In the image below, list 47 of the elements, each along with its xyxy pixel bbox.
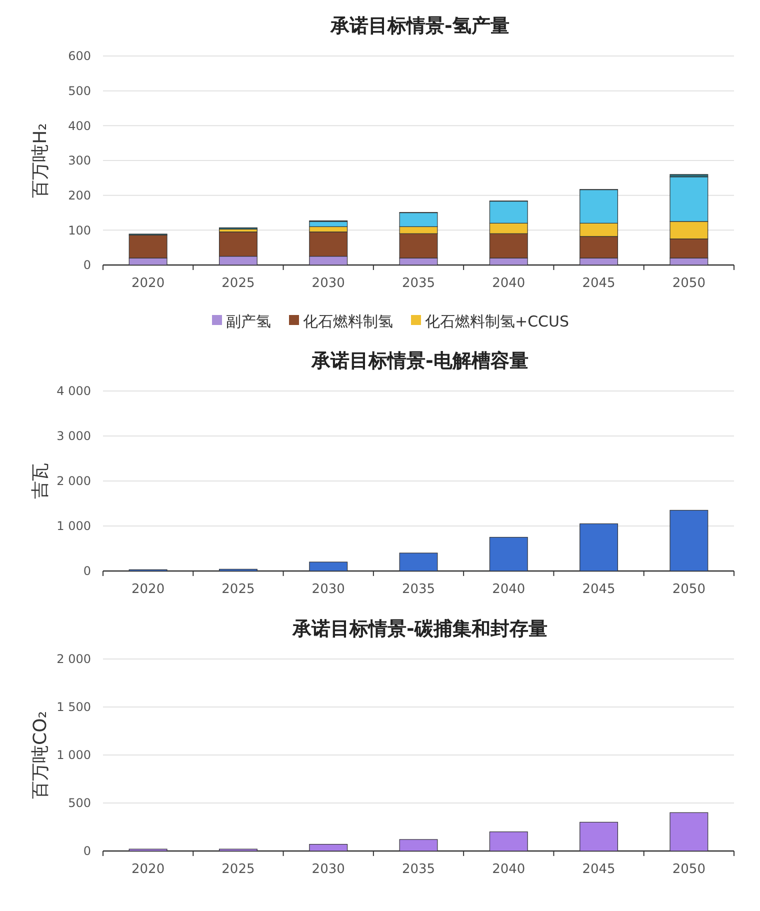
x-tick-label: 2045 [582, 582, 616, 597]
chart-title: 承诺目标情景-氢产量 [330, 15, 510, 37]
x-tick-label: 2035 [402, 582, 436, 597]
chart-title: 承诺目标情景-碳捕集和封存量 [292, 618, 548, 640]
y-tick-label: 0 [83, 258, 91, 272]
y-tick-label: 100 [68, 223, 91, 238]
y-tick-label: 1 000 [56, 748, 91, 762]
y-tick-label: 2 000 [56, 652, 91, 666]
y-tick-label: 0 [83, 564, 91, 578]
chart-title: 承诺目标情景-电解槽容量 [310, 350, 528, 372]
y-tick-label: 300 [68, 154, 91, 168]
x-tick-label: 2020 [132, 582, 165, 597]
y-tick-label: 1 000 [56, 519, 91, 534]
y-tick-label: 500 [68, 84, 91, 98]
y-axis-title: 百万吨CO₂ [30, 711, 51, 799]
legend-label: 化石燃料制氢 [303, 312, 393, 330]
y-tick-label: 1 500 [56, 700, 91, 714]
x-tick-label: 2050 [672, 582, 706, 597]
x-tick-label: 2030 [312, 276, 345, 291]
x-tick-label: 2040 [492, 862, 526, 877]
y-axis-title: 百万吨H₂ [30, 123, 51, 198]
x-tick-label: 2025 [222, 276, 255, 291]
legend-label: 化石燃料制氢+CCUS [425, 312, 570, 330]
x-tick-label: 2030 [312, 862, 345, 877]
x-tick-label: 2045 [582, 862, 616, 877]
y-tick-label: 600 [68, 49, 91, 64]
x-tick-label: 2020 [132, 276, 165, 291]
x-tick-label: 2040 [492, 582, 526, 597]
x-tick-label: 2030 [312, 582, 345, 597]
x-tick-label: 2050 [672, 862, 706, 877]
x-tick-label: 2035 [402, 276, 436, 291]
y-tick-label: 4 000 [56, 384, 91, 398]
x-tick-label: 2035 [402, 862, 436, 877]
y-axis-title: 吉瓦 [30, 463, 51, 499]
y-tick-label: 2 000 [56, 474, 91, 488]
x-tick-label: 2040 [492, 276, 526, 291]
legend-label: 副产氢 [226, 312, 271, 330]
x-tick-label: 2020 [132, 862, 165, 877]
y-tick-label: 500 [68, 796, 91, 810]
y-tick-label: 200 [68, 188, 91, 203]
y-tick-label: 400 [68, 118, 91, 133]
y-tick-label: 3 000 [56, 429, 91, 444]
x-tick-label: 2050 [672, 276, 706, 291]
x-tick-label: 2045 [582, 276, 616, 291]
x-tick-label: 2025 [222, 862, 255, 877]
y-tick-label: 0 [83, 844, 91, 858]
x-tick-label: 2025 [222, 582, 255, 597]
